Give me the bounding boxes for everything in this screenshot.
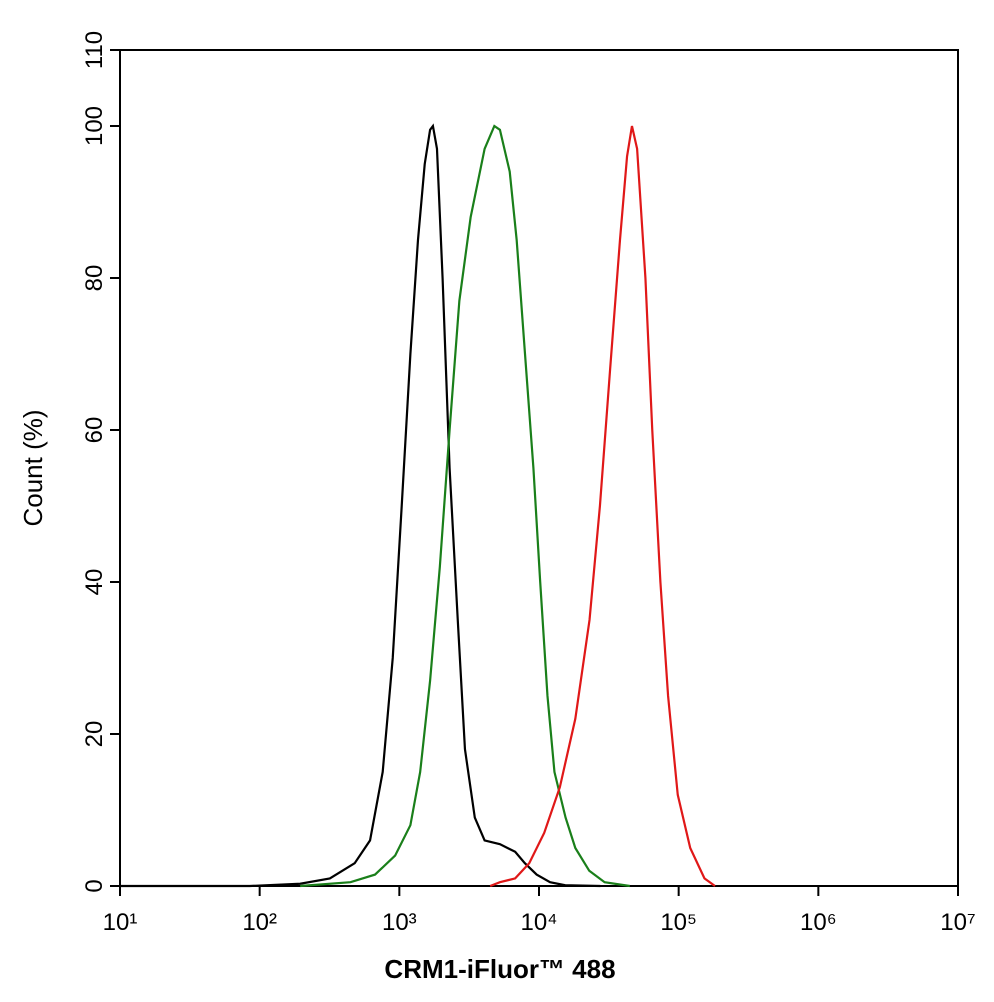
y-tick-label: 80 (81, 265, 108, 292)
x-tick-label: 10⁵ (660, 909, 697, 936)
histogram-line (489, 125, 716, 888)
x-tick-label: 10¹ (103, 909, 138, 936)
y-tick-label: 0 (81, 879, 108, 892)
x-tick-label: 10² (242, 909, 277, 936)
x-axis-title: CRM1-iFluor™ 488 (384, 954, 615, 984)
histogram-line (120, 123, 601, 888)
y-tick-label: 60 (81, 417, 108, 444)
x-tick-label: 10⁷ (940, 909, 975, 936)
y-tick-label: 20 (81, 721, 108, 748)
y-axis-title: Count (%) (18, 409, 48, 526)
x-tick-label: 10⁶ (800, 909, 837, 936)
plot-frame (119, 49, 959, 887)
y-tick-label: 110 (81, 31, 108, 69)
y-tick-label: 40 (81, 569, 108, 596)
x-tick-label: 10⁴ (520, 909, 557, 936)
histogram-line (300, 124, 630, 888)
y-tick-label: 100 (81, 106, 108, 146)
x-tick-label: 10³ (382, 909, 417, 936)
